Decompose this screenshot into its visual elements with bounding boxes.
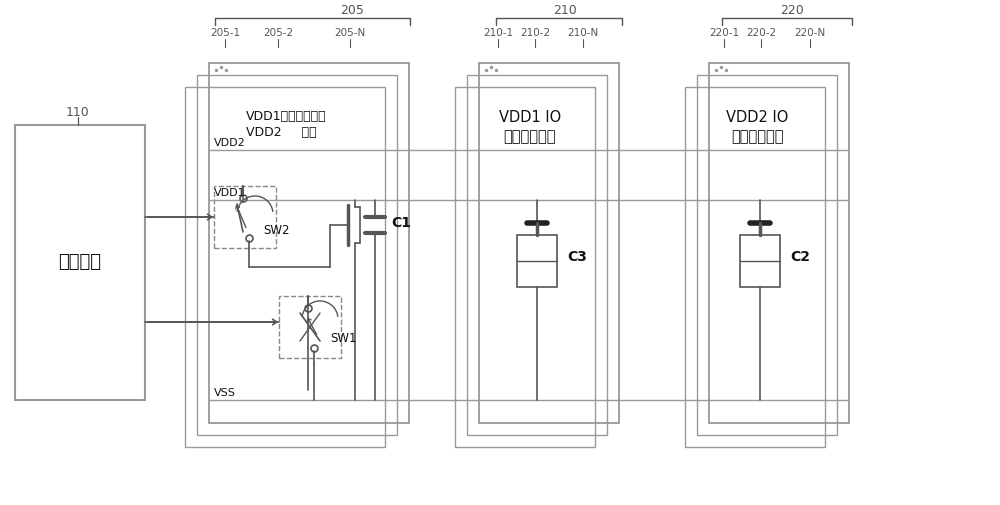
Text: 205-N: 205-N: [334, 28, 366, 38]
Bar: [517, 235, 557, 287]
Text: VDD1 IO: VDD1 IO: [499, 110, 561, 125]
Text: C3: C3: [567, 250, 587, 264]
Bar: [279, 296, 341, 358]
Text: VDD1核心解耦电容: VDD1核心解耦电容: [246, 111, 327, 124]
Bar: [455, 87, 595, 447]
Bar: [214, 186, 276, 248]
Text: 控制电路: 控制电路: [58, 254, 102, 272]
Text: VDD1: VDD1: [214, 188, 246, 198]
Text: 210: 210: [553, 4, 577, 17]
Text: 220: 220: [780, 4, 804, 17]
Text: 解耦电容单元: 解耦电容单元: [504, 129, 556, 144]
Bar: [697, 75, 837, 435]
Text: VDD2 IO: VDD2 IO: [726, 110, 788, 125]
Text: SW1: SW1: [330, 332, 356, 345]
Text: 210-1: 210-1: [483, 28, 513, 38]
Text: 110: 110: [66, 106, 90, 119]
Text: 解耦电容单元: 解耦电容单元: [731, 129, 783, 144]
Text: 220-N: 220-N: [794, 28, 826, 38]
Bar: [15, 125, 145, 400]
Text: 220-1: 220-1: [709, 28, 739, 38]
Bar: [685, 87, 825, 447]
Text: C2: C2: [790, 250, 810, 264]
Bar: [479, 63, 619, 423]
Text: 205: 205: [340, 4, 364, 17]
Text: VSS: VSS: [214, 388, 236, 398]
Bar: [467, 75, 607, 435]
Text: 210-2: 210-2: [520, 28, 550, 38]
Text: VDD2     单元: VDD2 单元: [246, 126, 317, 139]
Text: VDD2: VDD2: [214, 138, 246, 148]
Bar: [185, 87, 385, 447]
Text: 210-N: 210-N: [567, 28, 599, 38]
Bar: [197, 75, 397, 435]
Bar: [209, 63, 409, 423]
Bar: [709, 63, 849, 423]
Text: 220-2: 220-2: [746, 28, 776, 38]
Text: 205-2: 205-2: [263, 28, 293, 38]
Text: 205-1: 205-1: [210, 28, 240, 38]
Text: SW2: SW2: [263, 224, 290, 236]
Bar: [740, 235, 780, 287]
Text: C1: C1: [391, 216, 411, 230]
